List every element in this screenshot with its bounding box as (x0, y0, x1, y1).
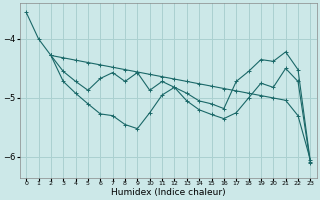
X-axis label: Humidex (Indice chaleur): Humidex (Indice chaleur) (111, 188, 226, 197)
